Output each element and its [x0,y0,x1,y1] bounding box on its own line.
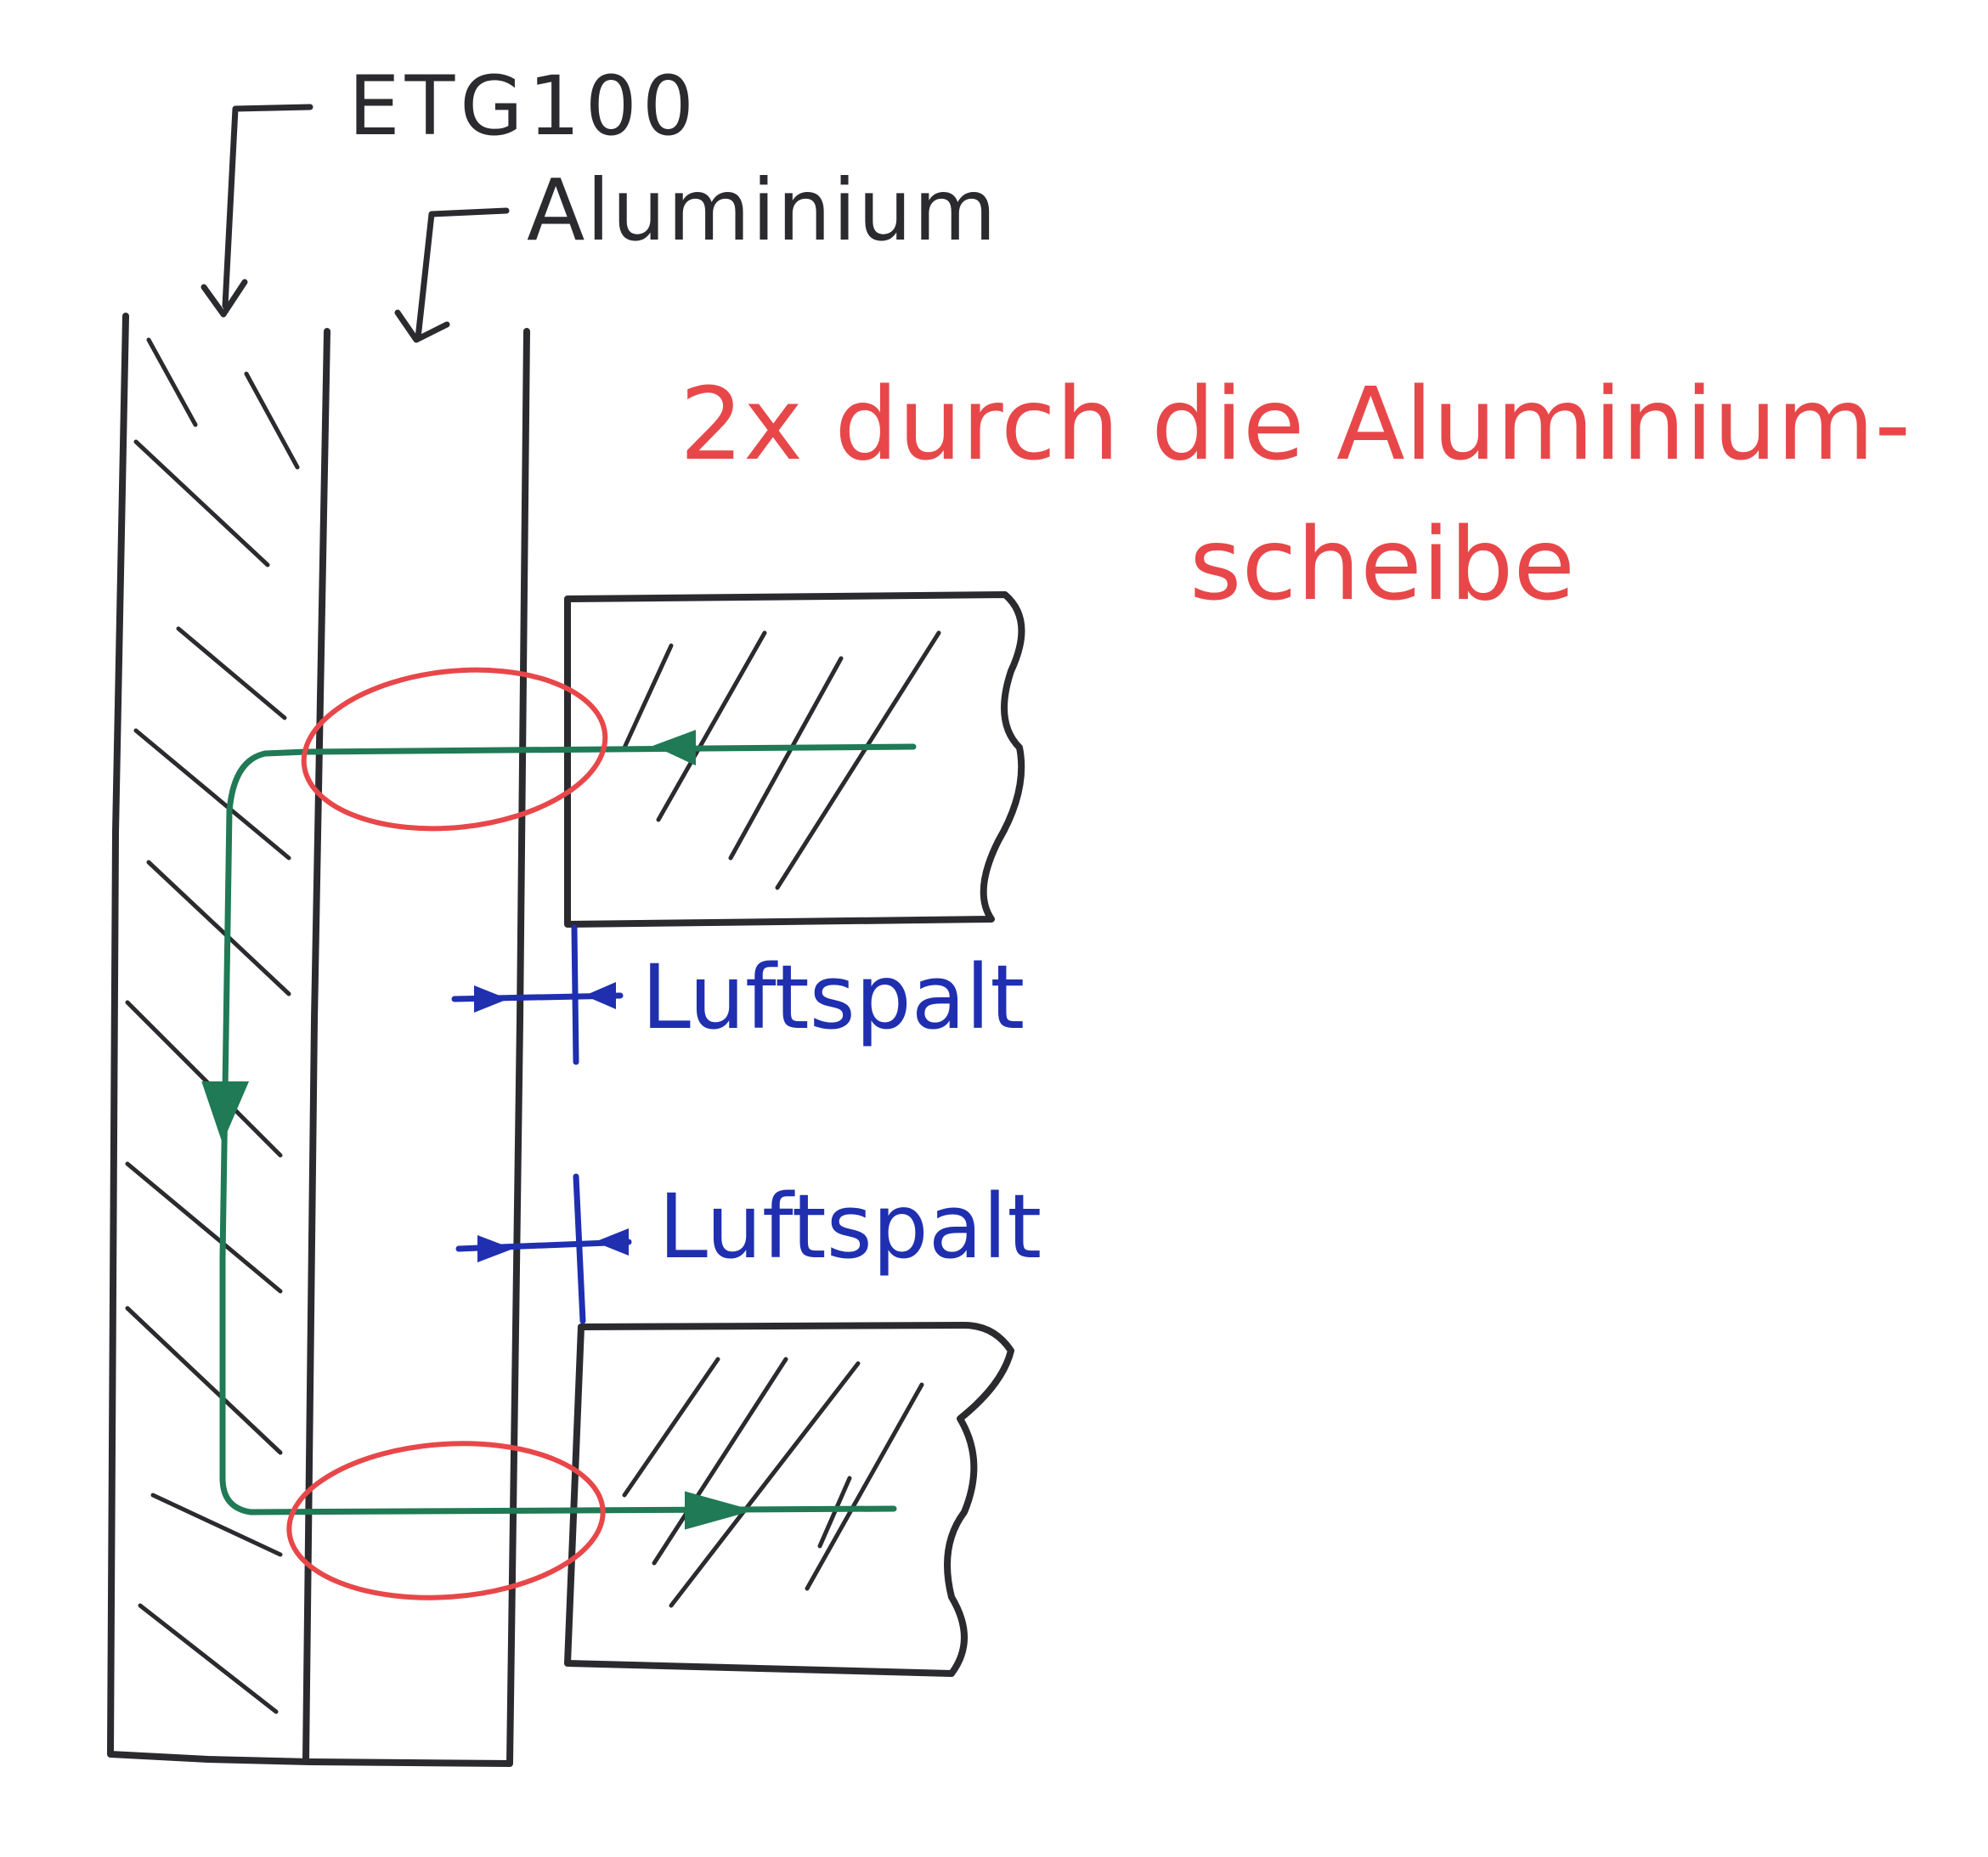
gap-label-upper: Luftspalt [641,945,1025,1049]
etg100-label-group: ETG100 [200,59,699,318]
lower-block-outline [564,1322,1014,1677]
upper-crossing-ellipse [301,667,608,832]
gap-arrow-lower-left-icon [477,1235,513,1262]
upper-block-hatching [622,630,941,890]
upper-magnet-block [564,591,1025,928]
etg100-leader-line [222,104,313,309]
note-line-1: 2x durch die Aluminium- [680,365,1911,483]
flux-arrow-lower-icon [685,1491,754,1530]
etg100-leader-arrow-icon [200,279,248,318]
etg100-outer-edge [107,313,313,1765]
aluminium-label: Aluminium [527,161,998,260]
gap-arrow-upper-right-icon [585,982,616,1009]
air-gap-upper: Luftspalt [451,924,1025,1065]
gap-arrow-lower-right-icon [595,1228,629,1256]
aluminium-leader-line [415,207,510,341]
flux-line [219,743,917,1516]
gap-reference-line-lower [573,1173,586,1324]
gap-arrow-upper-left-icon [474,985,508,1013]
lower-crossing-ellipse [286,1441,606,1600]
aluminium-disc [307,328,530,1767]
etg100-inner-edge [302,328,330,1764]
gap-label-lower: Luftspalt [658,1175,1042,1278]
upper-block-outline [564,591,1025,928]
note-text-group: 2x durch die Aluminium- scheibe [680,365,1911,623]
etg100-bar [107,313,330,1765]
air-gap-lower: Luftspalt [455,1173,1042,1324]
aluminium-label-group: Aluminium [394,161,998,343]
flux-arrow-left-icon [201,1081,250,1143]
flux-path [201,730,917,1530]
etg100-hatching [125,337,300,1714]
aluminium-leader-arrow-icon [394,309,450,343]
etg100-label: ETG100 [348,59,699,154]
lower-magnet-block [564,1322,1014,1677]
note-line-2: scheibe [1189,505,1575,623]
aluminium-disc-outline [307,328,530,1767]
flux-arrow-upper-icon [652,730,696,766]
crossing-markers [286,667,608,1600]
lower-block-hatching [622,1357,924,1608]
